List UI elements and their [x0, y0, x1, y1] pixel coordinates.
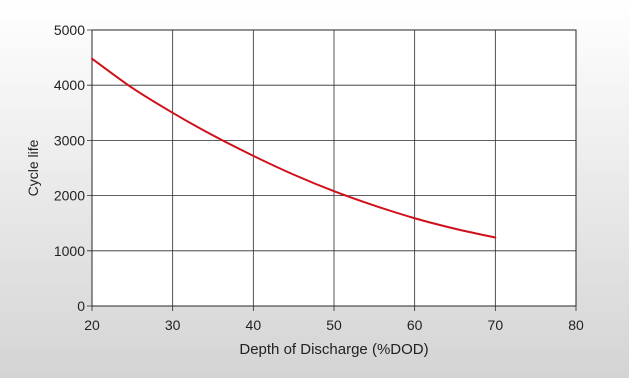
- y-axis-label: Cycle life: [25, 139, 41, 196]
- x-tick-label: 30: [165, 317, 181, 333]
- x-tick-label: 40: [246, 317, 262, 333]
- y-tick-label: 4000: [54, 77, 85, 93]
- y-tick-label: 1000: [54, 243, 85, 259]
- x-tick-label: 70: [488, 317, 504, 333]
- y-tick-labels: 0 1000 2000 3000 4000 5000: [54, 22, 85, 314]
- gridlines: [87, 29, 577, 311]
- y-tick-label: 3000: [54, 132, 85, 148]
- series-group: [91, 57, 497, 239]
- x-tick-label: 50: [326, 317, 342, 333]
- y-tick-label: 0: [77, 298, 85, 314]
- x-tick-labels: 20 30 40 50 60 70 80: [84, 317, 584, 333]
- y-tick-label: 2000: [54, 188, 85, 204]
- series-line: [91, 57, 497, 239]
- y-tick-label: 5000: [54, 22, 85, 38]
- x-tick-label: 60: [407, 317, 423, 333]
- x-axis-label: Depth of Discharge (%DOD): [239, 341, 428, 358]
- x-tick-label: 20: [84, 317, 100, 333]
- x-tick-label: 80: [568, 317, 584, 333]
